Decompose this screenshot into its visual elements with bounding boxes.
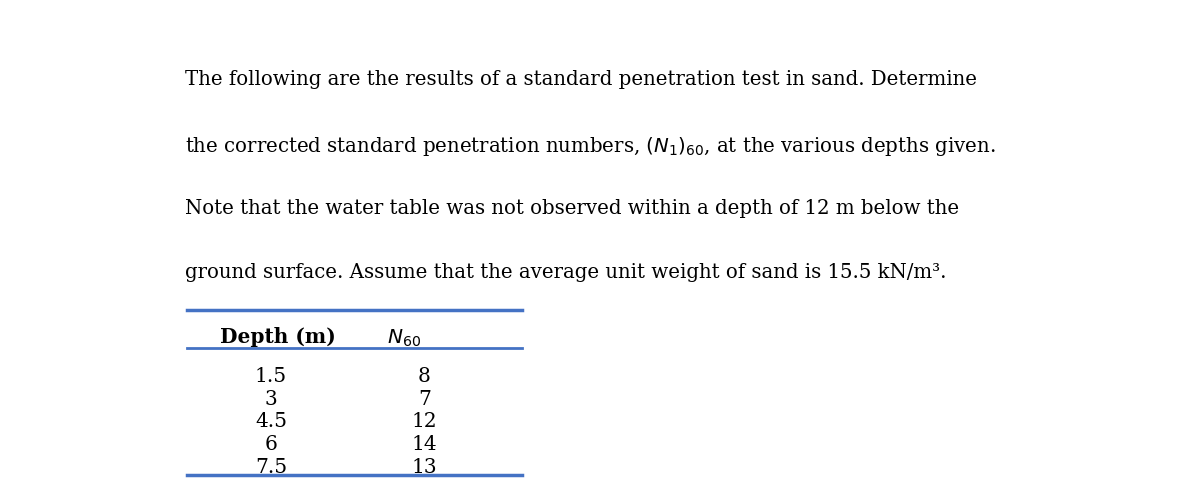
Text: Note that the water table was not observed within a depth of 12 m below the: Note that the water table was not observ… xyxy=(185,199,960,218)
Text: The following are the results of a standard penetration test in sand. Determine: The following are the results of a stand… xyxy=(185,70,977,89)
Text: Depth (m): Depth (m) xyxy=(220,327,336,347)
Text: 1.5: 1.5 xyxy=(254,367,287,386)
Text: ground surface. Assume that the average unit weight of sand is 15.5 kN/m³.: ground surface. Assume that the average … xyxy=(185,263,947,282)
Text: $N_{60}$: $N_{60}$ xyxy=(388,327,421,349)
Text: 14: 14 xyxy=(412,435,437,454)
Text: the corrected standard penetration numbers, $(N_1)_{60}$, at the various depths : the corrected standard penetration numbe… xyxy=(185,135,996,158)
Text: 4.5: 4.5 xyxy=(254,412,287,432)
Text: 12: 12 xyxy=(412,412,437,432)
Text: 3: 3 xyxy=(264,390,277,409)
Text: 6: 6 xyxy=(264,435,277,454)
Text: 13: 13 xyxy=(412,458,437,477)
Text: 8: 8 xyxy=(418,367,431,386)
Text: 7: 7 xyxy=(418,390,431,409)
Text: 7.5: 7.5 xyxy=(254,458,287,477)
